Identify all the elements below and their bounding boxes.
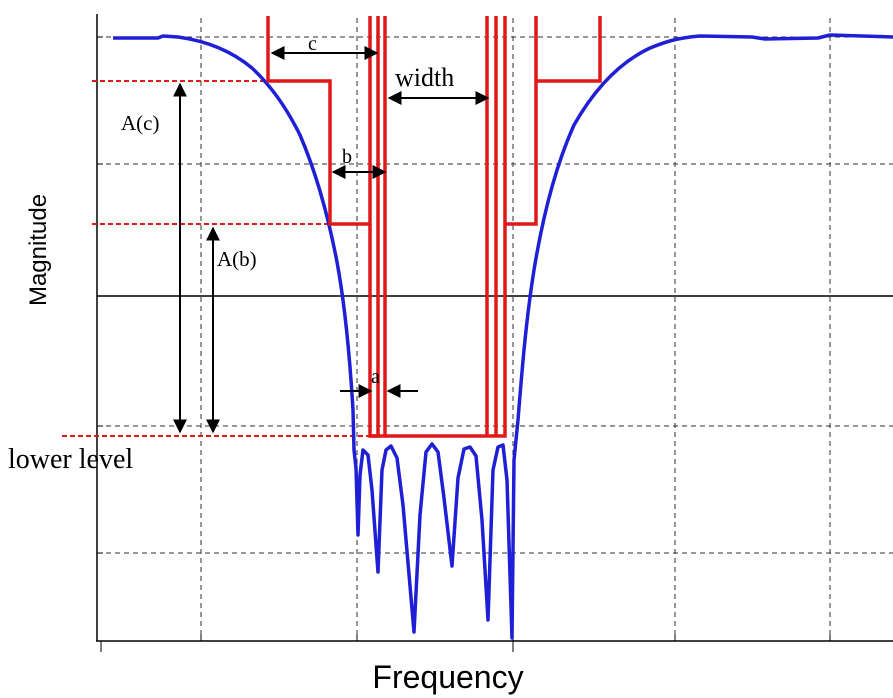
label-b: b (342, 146, 352, 168)
mask-right-step-b (505, 16, 538, 226)
annotation-labels: c width b A(c) A(b) a lower level (8, 33, 454, 475)
level-guides (62, 80, 372, 437)
mask-right-step-c (536, 16, 602, 83)
label-A-c: A(c) (121, 111, 159, 135)
mask-floor (385, 16, 507, 438)
mask-left-outer (266, 16, 372, 226)
x-axis-title: Frequency (372, 659, 523, 695)
label-width: width (395, 63, 454, 92)
label-A-b: A(b) (217, 247, 257, 271)
magnitude-response-curve (113, 33, 893, 640)
dimension-arrows (173, 46, 490, 434)
y-axis-title: Magnitude (25, 194, 52, 306)
label-c: c (308, 33, 317, 55)
label-a: a (371, 366, 380, 388)
label-lower-level: lower level (8, 444, 133, 475)
spectral-mask (266, 16, 602, 438)
